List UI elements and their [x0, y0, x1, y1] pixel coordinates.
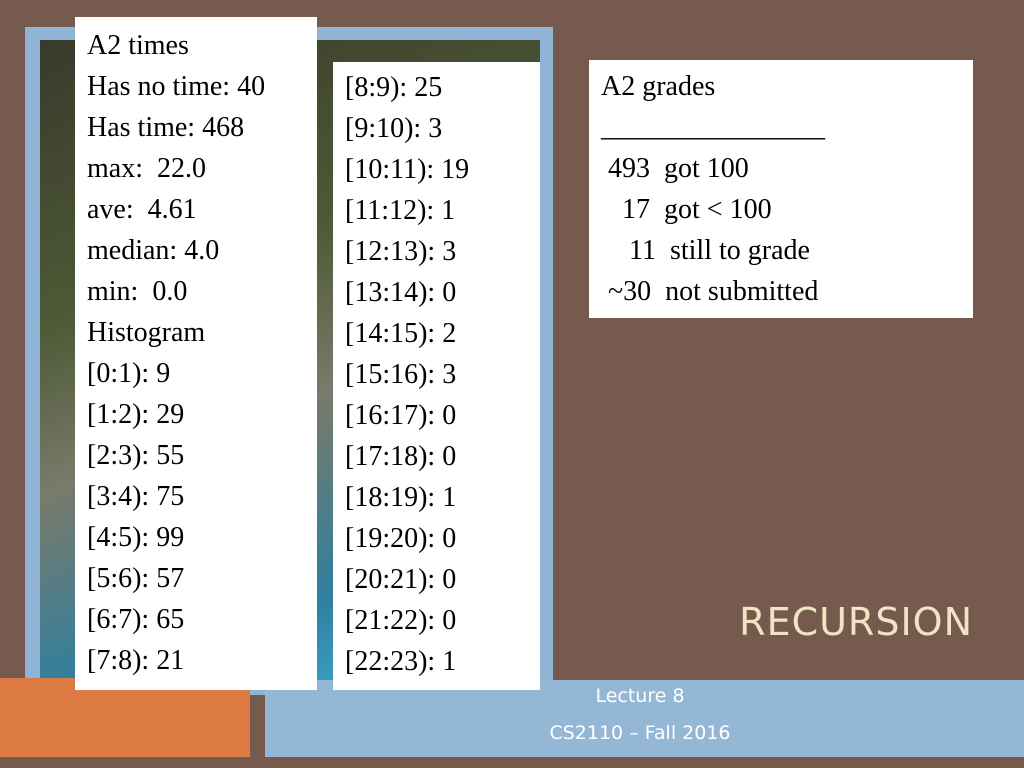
text-box: [8:9): 25 [9:10): 3 [10:11): 19 [11:12): 1 […: [333, 62, 540, 690]
text-line: [16:17): 0: [345, 400, 457, 431]
footer-text: Lecture 8: [595, 685, 685, 707]
text-line: [1:2): 29: [87, 399, 185, 430]
text-line: [14:15): 2: [345, 318, 457, 349]
text-line: [18:19): 1: [345, 482, 457, 513]
footer-bar: [265, 680, 1024, 757]
text-line: [2:3): 55: [87, 440, 185, 471]
text-line: [7:8): 21: [87, 645, 185, 676]
text-line: [19:20): 0: [345, 523, 457, 554]
slide-title: RECURSION: [739, 600, 973, 644]
text-line: [4:5): 99: [87, 522, 185, 553]
text-line: min: 0.0: [87, 276, 188, 307]
text-line: [10:11): 19: [345, 154, 470, 185]
text-line: Has time: 468: [87, 112, 245, 143]
text-line: [22:23): 1: [345, 646, 457, 677]
text-line: ________________: [601, 112, 825, 143]
text-line: 17 got < 100: [601, 194, 772, 225]
text-line: [0:1): 9: [87, 358, 171, 389]
text-line: [8:9): 25: [345, 72, 443, 103]
text-line: [17:18): 0: [345, 441, 457, 472]
text-line: 493 got 100: [601, 153, 749, 184]
footer-text: CS2110 – Fall 2016: [549, 722, 731, 744]
text-line: [6:7): 65: [87, 604, 185, 635]
text-line: [21:22): 0: [345, 605, 457, 636]
footer-accent: [0, 678, 250, 757]
text-line: [13:14): 0: [345, 277, 457, 308]
text-line: A2 grades: [601, 71, 716, 102]
text-box: A2 grades ________________ 493 got 100 17…: [589, 60, 973, 318]
text-line: [3:4): 75: [87, 481, 185, 512]
text-line: [11:12): 1: [345, 195, 456, 226]
text-box: A2 times Has no time: 40 Has time: 468 max:…: [75, 17, 317, 690]
text-line: [5:6): 57: [87, 563, 185, 594]
text-line: 11 still to grade: [601, 235, 810, 266]
text-line: [20:21): 0: [345, 564, 457, 595]
text-line: [9:10): 3: [345, 113, 443, 144]
text-line: max: 22.0: [87, 153, 206, 184]
text-line: A2 times: [87, 30, 189, 61]
text-line: [12:13): 3: [345, 236, 457, 267]
text-line: ~30 not submitted: [601, 276, 819, 307]
text-line: median: 4.0: [87, 235, 220, 266]
text-line: ave: 4.61: [87, 194, 197, 225]
text-line: [15:16): 3: [345, 359, 457, 390]
text-line: Has no time: 40: [87, 71, 266, 102]
text-line: Histogram: [87, 317, 206, 348]
